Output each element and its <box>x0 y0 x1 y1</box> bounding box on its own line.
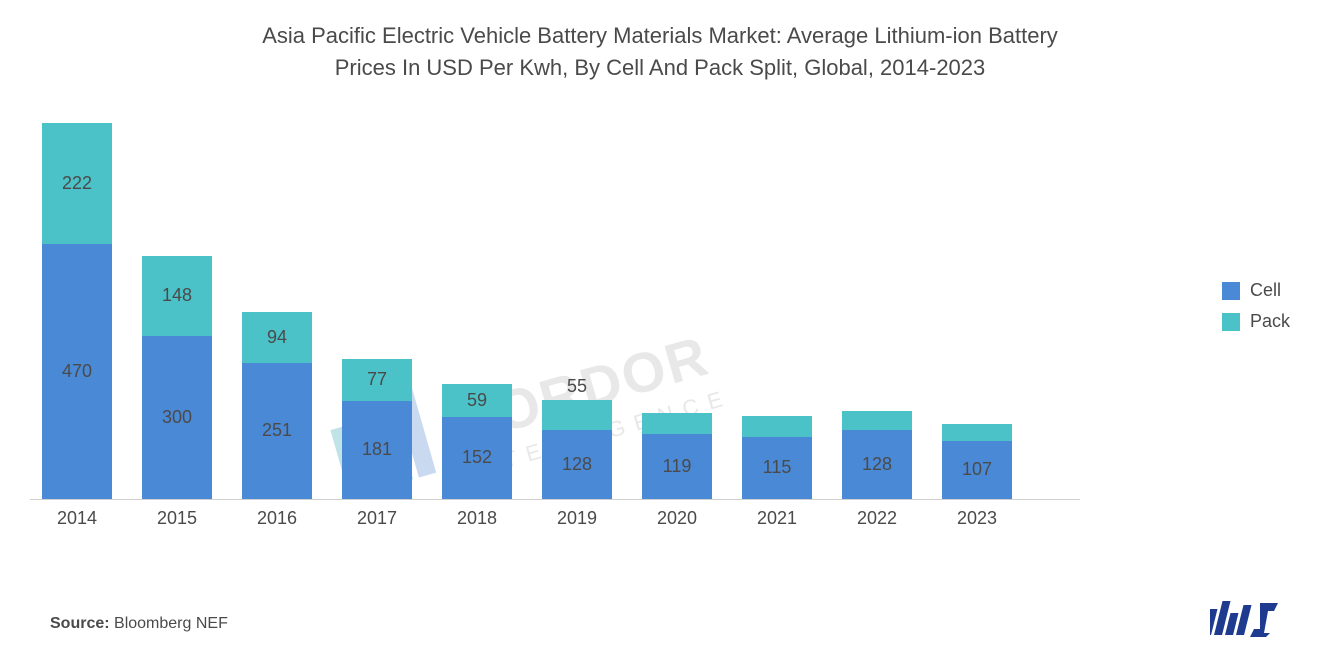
bar-segment-cell: 300 <box>142 336 212 499</box>
bar-segment-pack: 59 <box>442 384 512 416</box>
legend-item: Cell <box>1222 280 1290 301</box>
bar-value-label: 148 <box>162 285 192 306</box>
bar-segment-pack: 222 <box>42 123 112 244</box>
chart-title-line2: Prices In USD Per Kwh, By Cell And Pack … <box>335 55 986 80</box>
legend-label: Pack <box>1250 311 1290 332</box>
chart-title-line1: Asia Pacific Electric Vehicle Battery Ma… <box>262 23 1058 48</box>
bar-value-label: 222 <box>62 173 92 194</box>
bar-value-label: 77 <box>367 369 387 390</box>
x-axis-labels: 2014 2015 2016 2017 2018 2019 2020 2021 2022 2023 <box>30 508 1080 538</box>
x-axis-label: 2017 <box>342 508 412 529</box>
x-axis-label: 2021 <box>742 508 812 529</box>
bar-segment-pack: 148 <box>142 256 212 336</box>
bar-group: 470 222 <box>42 123 112 499</box>
bar-group: 300 148 <box>142 256 212 499</box>
plot: 470 222 300 148 251 94 181 77 152 59 128 55 119 115 12… <box>30 120 1080 500</box>
x-axis-label: 2022 <box>842 508 912 529</box>
bar-segment-pack: 77 <box>342 359 412 401</box>
bar-segment-cell: 128 <box>842 430 912 499</box>
x-axis-label: 2019 <box>542 508 612 529</box>
bar-segment-pack: 94 <box>242 312 312 363</box>
bar-value-label: 128 <box>862 454 892 475</box>
bar-segment-pack <box>842 411 912 430</box>
brand-logo <box>1210 599 1280 637</box>
bar-segment-cell: 115 <box>742 437 812 499</box>
bar-group: 107 <box>942 424 1012 499</box>
bar-group: 119 <box>642 413 712 499</box>
bar-segment-cell: 470 <box>42 244 112 499</box>
legend-item: Pack <box>1222 311 1290 332</box>
bar-value-label: 128 <box>562 454 592 475</box>
x-axis-label: 2023 <box>942 508 1012 529</box>
bar-segment-cell: 128 <box>542 430 612 499</box>
bar-value-label: 55 <box>567 376 587 397</box>
bar-segment-pack: 55 <box>542 400 612 430</box>
bar-segment-pack <box>642 413 712 434</box>
bar-segment-cell: 107 <box>942 441 1012 499</box>
bar-segment-cell: 181 <box>342 401 412 499</box>
bar-segment-cell: 152 <box>442 417 512 500</box>
bar-group: 152 59 <box>442 384 512 499</box>
x-axis-label: 2016 <box>242 508 312 529</box>
bar-group: 128 <box>842 411 912 499</box>
bar-group: 115 <box>742 416 812 499</box>
bar-segment-pack <box>942 424 1012 441</box>
bar-value-label: 115 <box>763 457 792 478</box>
bar-segment-cell: 251 <box>242 363 312 499</box>
bar-group: 128 55 <box>542 400 612 499</box>
bar-value-label: 152 <box>462 447 492 468</box>
bar-value-label: 181 <box>362 439 392 460</box>
legend: Cell Pack <box>1222 280 1290 332</box>
x-axis-label: 2014 <box>42 508 112 529</box>
source-value: Bloomberg NEF <box>110 615 228 632</box>
legend-swatch <box>1222 282 1240 300</box>
bar-segment-cell: 119 <box>642 434 712 499</box>
chart-area: 470 222 300 148 251 94 181 77 152 59 128 55 119 115 12… <box>30 120 1080 540</box>
bar-segment-pack <box>742 416 812 437</box>
x-axis-label: 2015 <box>142 508 212 529</box>
bar-value-label: 300 <box>162 407 192 428</box>
bar-value-label: 470 <box>62 361 92 382</box>
source-citation: Source: Bloomberg NEF <box>50 615 228 633</box>
source-label: Source: <box>50 615 110 632</box>
bar-value-label: 251 <box>262 420 292 441</box>
x-axis-label: 2018 <box>442 508 512 529</box>
legend-swatch <box>1222 313 1240 331</box>
bar-value-label: 59 <box>467 390 487 411</box>
bar-value-label: 94 <box>267 327 287 348</box>
bar-value-label: 107 <box>962 459 992 480</box>
chart-title: Asia Pacific Electric Vehicle Battery Ma… <box>0 0 1320 92</box>
bar-group: 251 94 <box>242 312 312 499</box>
bar-value-label: 119 <box>663 456 692 477</box>
x-axis-label: 2020 <box>642 508 712 529</box>
legend-label: Cell <box>1250 280 1281 301</box>
bar-group: 181 77 <box>342 359 412 499</box>
